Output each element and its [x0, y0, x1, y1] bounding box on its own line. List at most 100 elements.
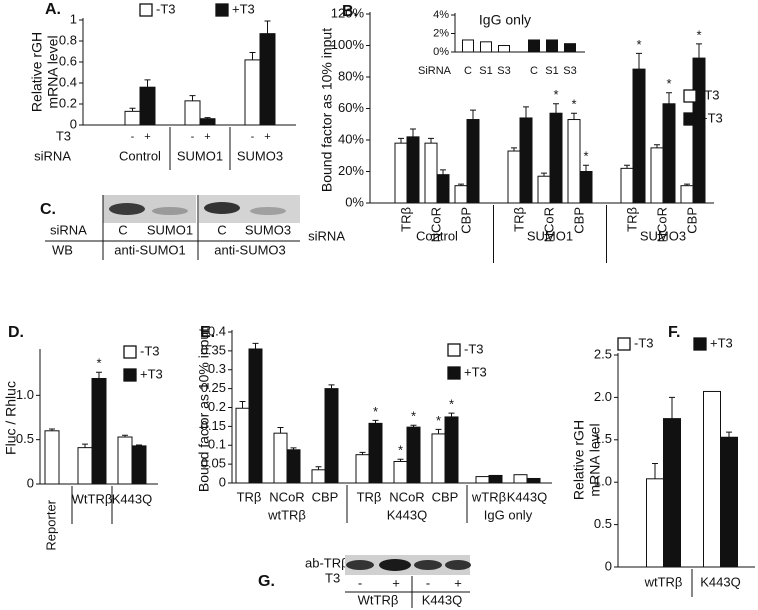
- bar: [519, 117, 533, 204]
- bar: [507, 150, 521, 204]
- y-tick-label: 0.5: [16, 431, 34, 446]
- error-bar: [541, 172, 547, 177]
- y-tick-label: 2.0: [594, 389, 612, 404]
- y-tick-label: 0.4: [208, 323, 226, 338]
- y-axis-label: Relative rGH: [571, 420, 587, 500]
- bar: [620, 167, 634, 204]
- legend-swatch: [447, 366, 461, 380]
- error-bar: [410, 128, 416, 137]
- x-tick-label: wtTRβ: [644, 574, 683, 589]
- bar: [720, 436, 738, 568]
- y-tick-label: 1.0: [594, 474, 612, 489]
- error-bar: [571, 112, 577, 120]
- x-tick-label: NCoR: [389, 489, 424, 504]
- row-label: siRNA: [34, 148, 71, 163]
- bar: [680, 185, 694, 204]
- legend-swatch: [683, 89, 697, 103]
- lane-label: SUMO3: [245, 222, 291, 237]
- series-tick-label: +: [144, 131, 150, 143]
- bar: [466, 119, 480, 204]
- bar: [454, 185, 468, 204]
- lane-label: -: [358, 575, 362, 590]
- y-axis-label: Fluc / Rhluc: [3, 381, 19, 455]
- blot-c: C. siRNA C SUMO1 C SUMO3 WB anti-SUMO1 a…: [40, 195, 300, 260]
- group-label: WtTRβ: [358, 592, 399, 607]
- band: [109, 203, 145, 215]
- bar: [273, 432, 288, 484]
- bar: [480, 41, 492, 53]
- group-label: IgG only: [484, 507, 533, 522]
- row-label: siRNA: [50, 222, 87, 237]
- error-bar: [359, 451, 366, 455]
- x-tick-label: SUMO3: [237, 148, 283, 163]
- error-bar: [122, 434, 128, 438]
- y-tick-label: 0: [219, 474, 226, 489]
- y-tick-label: 0.3: [208, 361, 226, 376]
- error-bar: [636, 52, 642, 70]
- row-label: T3: [325, 570, 340, 585]
- y-tick-label: 1.0: [16, 387, 34, 402]
- band: [250, 207, 286, 215]
- bar: [579, 171, 593, 204]
- bar: [537, 175, 551, 204]
- bar: [77, 447, 93, 485]
- legend-label: -T3: [156, 1, 176, 16]
- y-tick-label: 4%: [433, 9, 449, 21]
- legend-label: +T3: [464, 364, 487, 379]
- legend-swatch: [215, 3, 229, 17]
- y-axis-label: Bound factor as 10% input: [196, 328, 212, 492]
- panel-label: E.: [200, 324, 215, 341]
- x-tick-label: NCoR: [541, 207, 556, 242]
- y-tick-label: 0.35: [201, 342, 226, 357]
- bar: [546, 39, 558, 53]
- bar: [567, 119, 581, 204]
- bar: [488, 474, 503, 484]
- x-tick-label: C: [464, 65, 472, 77]
- error-bar: [726, 431, 732, 438]
- bar: [117, 436, 133, 485]
- bar: [528, 39, 540, 53]
- bar: [131, 445, 147, 485]
- lane-label: C: [118, 222, 127, 237]
- error-bar: [129, 107, 136, 112]
- error-bar: [144, 79, 151, 88]
- error-bar: [666, 92, 672, 104]
- bar: [436, 174, 450, 204]
- y-tick-label: 1: [70, 11, 77, 26]
- error-bar: [189, 95, 196, 101]
- error-bar: [624, 164, 630, 169]
- significance: *: [449, 397, 454, 412]
- x-tick-label: Reporter: [43, 499, 58, 550]
- legend-label: +T3: [700, 110, 723, 125]
- bar: [235, 407, 250, 484]
- lane-label: SUMO1: [147, 222, 193, 237]
- y-tick-label: 100%: [331, 37, 365, 52]
- significance: *: [398, 443, 403, 458]
- error-bar: [652, 463, 658, 479]
- error-bar: [328, 384, 335, 389]
- error-bar: [49, 428, 55, 431]
- bar: [248, 348, 263, 484]
- y-tick-label: 0.15: [201, 418, 226, 433]
- error-bar: [435, 428, 442, 434]
- x-tick-label: CBP: [432, 489, 459, 504]
- lane-label: anti-SUMO1: [114, 242, 186, 257]
- bar: [646, 478, 664, 568]
- y-tick-label: 0.4: [59, 74, 77, 89]
- significance: *: [411, 409, 416, 424]
- error-bar: [458, 183, 464, 186]
- error-bar: [553, 103, 559, 114]
- y-axis-label: mRNA level: [587, 423, 603, 496]
- series-tick-label: +: [264, 131, 270, 143]
- x-tick-label: WtTRβ: [72, 491, 113, 506]
- panel-label: D.: [8, 324, 24, 341]
- bar: [355, 454, 370, 484]
- series-tick-label: -: [191, 131, 195, 143]
- band: [379, 559, 411, 571]
- antibody-label: ab-TRβ: [305, 555, 349, 570]
- error-bar: [397, 458, 404, 462]
- significance: *: [373, 404, 378, 419]
- band: [346, 560, 374, 570]
- error-bar: [82, 443, 88, 448]
